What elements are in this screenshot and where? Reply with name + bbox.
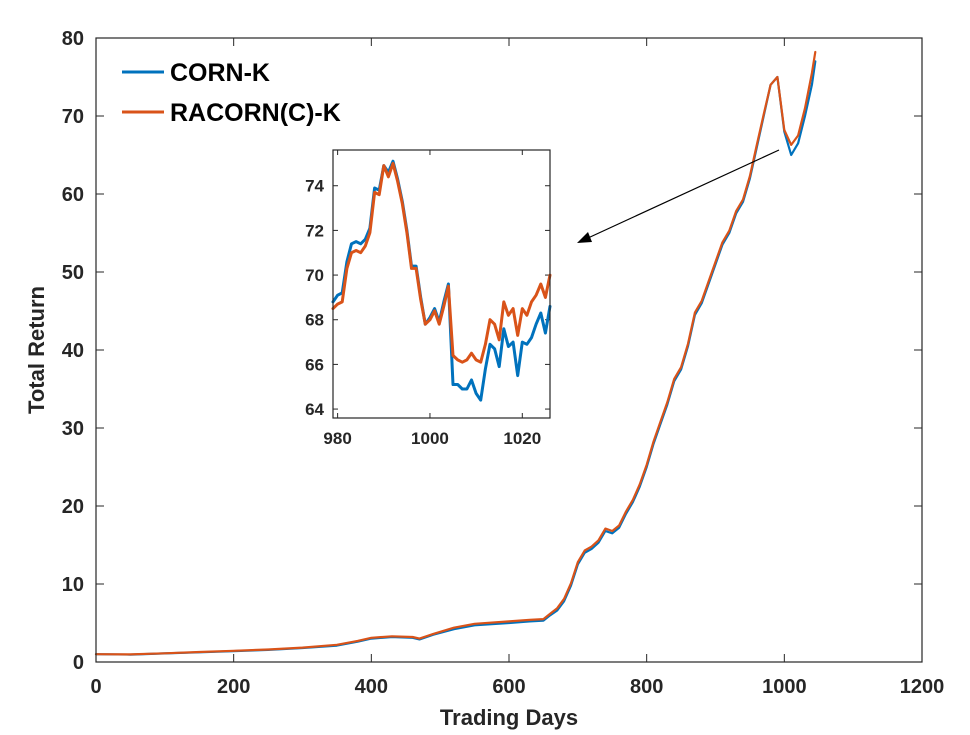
- main-plot-series: [94, 50, 817, 656]
- x-axis-title: Trading Days: [440, 705, 578, 730]
- main-x-tick-label: 400: [355, 676, 388, 698]
- main-y-tick-label: 50: [62, 262, 84, 284]
- inset-series-line-series-2: [331, 161, 552, 364]
- inset-y-tick-label: 70: [305, 266, 324, 285]
- main-x-tick-label: 1200: [900, 676, 945, 698]
- inset-plot-series: [331, 159, 552, 402]
- main-y-tick-label: 60: [62, 184, 84, 206]
- inset-x-tick-label: 980: [323, 429, 351, 448]
- inset-y-tick-label: 64: [305, 400, 324, 419]
- main-x-tick-label: 600: [492, 676, 525, 698]
- inset-tick-labels: 980 1000 1020 64 66 68 70 72 74: [305, 177, 541, 448]
- inset-y-tick-label: 74: [305, 177, 324, 196]
- inset-y-tick-label: 72: [305, 221, 324, 240]
- main-y-tick-label: 10: [62, 574, 84, 596]
- inset-x-tick-label: 1020: [503, 429, 541, 448]
- main-y-tick-label: 40: [62, 340, 84, 362]
- main-y-tick-label: 80: [62, 28, 84, 50]
- inset-x-tick-label: 1000: [411, 429, 449, 448]
- legend: CORN-K RACORN(C)-K: [122, 59, 341, 127]
- main-y-tick-label: 0: [73, 652, 84, 674]
- main-y-tick-label: 20: [62, 496, 84, 518]
- legend-label-racorn-c-k: RACORN(C)-K: [170, 99, 341, 127]
- main-plot-frame: [95, 37, 923, 663]
- main-y-tick-label: 70: [62, 106, 84, 128]
- inset-plot-frame: [332, 149, 551, 419]
- inset-y-tick-label: 68: [305, 311, 324, 330]
- main-x-tick-label: 0: [90, 676, 101, 698]
- main-x-tick-label: 800: [630, 676, 663, 698]
- main-x-tick-label: 1000: [762, 676, 807, 698]
- main-x-tick-label: 200: [217, 676, 250, 698]
- y-axis-title: Total Return: [24, 286, 49, 414]
- inset-pointer-arrow: [577, 149, 780, 243]
- inset-y-tick-label: 66: [305, 355, 324, 374]
- legend-label-corn-k: CORN-K: [170, 59, 270, 87]
- main-y-tick-label: 30: [62, 418, 84, 440]
- main-series-line-racorn-c-k: [94, 50, 817, 656]
- inset-background: [333, 150, 550, 418]
